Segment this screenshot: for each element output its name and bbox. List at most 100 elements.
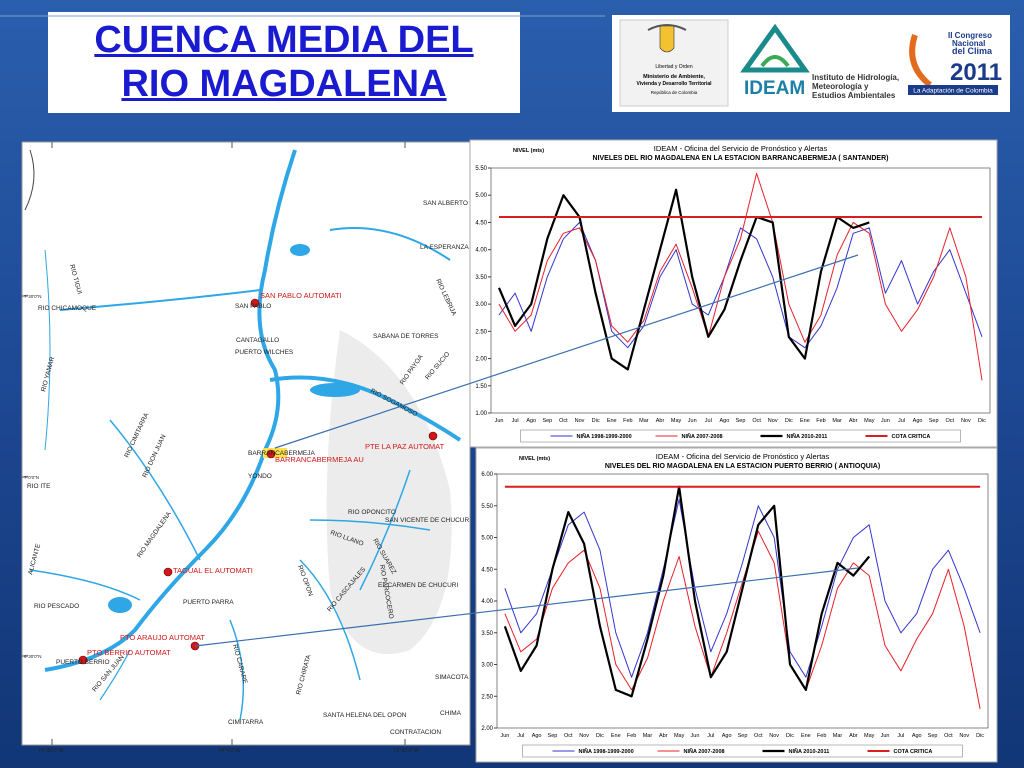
congress-band [908,85,998,95]
x-tick-label: Sep [928,733,938,739]
map-label: SAN ALBERTO [423,200,468,207]
x-tick-label: Dic [786,733,794,739]
y-tick-label: 1.50 [475,384,487,390]
x-tick-label: Jun [881,418,890,424]
plot-area [490,167,991,414]
x-tick-label: Oct [752,418,761,424]
ideam-mark [740,23,810,73]
x-tick-label: Jun [495,418,504,424]
series-line [498,172,983,381]
logo-text: Nacional [952,39,985,48]
y-tick-label: 6.00 [481,472,493,478]
map-label: SABANA DE TORRES [373,333,439,340]
y-tick-label: 1.00 [475,411,487,417]
series-line [497,188,870,371]
map-label: RIO PESCADO [34,603,79,610]
chart-panel [475,447,998,763]
y-tick-label: 2.50 [475,329,487,335]
map-label: RIO ITE [27,483,51,490]
x-tick-label: Feb [623,418,632,424]
logo-text: Instituto de Hidrología, [812,73,899,82]
x-tick-label: Dic [976,733,984,739]
x-tick-label: Dic [785,418,793,424]
logo-text: Estudios Ambientales [812,91,896,100]
x-tick-label: Jul [705,418,712,424]
logo-text: República de Colombia [651,90,698,95]
x-tick-label: Ago [722,733,732,739]
x-tick-label: Mar [639,418,649,424]
x-tick-label: Oct [564,733,573,739]
line-chart: IDEAM - Oficina del Servicio de Pronósti… [475,447,998,763]
y-tick-label: 4.50 [475,220,487,226]
y-tick-label: 4.50 [481,567,493,573]
connector [274,254,859,449]
x-tick-label: Sep [548,733,558,739]
line-chart: IDEAM - Oficina del Servicio de Pronósti… [469,139,998,448]
legend-label: COTA CRITICA [894,749,933,755]
legend-label: NIÑA 2007-2008 [684,748,725,755]
logo-text: Ministerio de Ambiente, [643,74,705,80]
title-line: RIO MAGDALENA [121,63,447,105]
logo-text: 2011 [950,59,1002,86]
map-label: YONDO [248,473,272,480]
logo-text: Meteorología y [812,82,869,91]
map-label: PUERTO PARRA [183,599,234,606]
coord-label: 6°30'0"N [24,654,42,659]
map-label: PUERTO WILCHES [235,349,294,356]
chart-title: IDEAM - Oficina del Servicio de Pronósti… [656,452,830,461]
x-tick-label: Nov [769,733,779,739]
x-tick-label: Mar [832,418,842,424]
x-tick-label: Ene [800,418,810,424]
x-tick-label: Nov [579,733,589,739]
title-line: CUENCA MEDIA DEL [94,19,474,61]
legend-box [520,429,961,443]
legend-label: NIÑA 2010-2011 [789,748,830,755]
chart-panel [469,139,998,448]
station-label: PTO ARAUJO AUTOMAT [120,633,205,642]
x-tick-label: Abr [659,733,668,739]
x-tick-label: Jun [691,733,700,739]
x-tick-label: Feb [816,418,825,424]
series-line [498,221,983,349]
x-tick-label: Jul [517,733,524,739]
x-tick-label: Oct [754,733,763,739]
logo-text: II Congreso [948,31,992,40]
x-tick-label: Sep [736,418,746,424]
x-tick-label: Nov [768,418,778,424]
x-tick-label: Abr [656,418,665,424]
x-tick-label: Oct [559,418,568,424]
x-tick-label: May [671,418,682,424]
series-line [503,485,871,698]
y-tick-label: 3.00 [475,302,487,308]
x-tick-label: Jul [897,733,904,739]
y-tick-label: 5.00 [475,193,487,199]
x-tick-label: Jun [500,733,509,739]
shield [659,25,675,53]
map-label: RIO CHICAMOQUE [38,305,97,312]
coord-label: 7°0'0"N [24,475,39,480]
x-tick-label: Dic [978,418,986,424]
charts: IDEAM - Oficina del Servicio de Pronósti… [469,139,998,763]
station-labels: SAN PABLO AUTOMATI PTE LA PAZ AUTOMAT BA… [87,291,445,657]
legend-label: COTA CRITICA [892,434,931,440]
coord-labels: 74°30'0"W 74°0'0"W 73°30'0"W 7°30'0"N 7°… [24,294,419,754]
x-tick-label: Ago [913,418,923,424]
map-label: CONTRATACION [390,729,441,736]
x-tick-label: Jun [881,733,890,739]
map: SAN ALBERTO LA ESPERANZA RIO LEBRIJA RIO… [21,141,471,754]
map-label: CIMITARRA [228,719,264,726]
x-tick-label: Jul [512,418,519,424]
logo-text: La Adaptación de Colombia [913,88,993,95]
ideam-mark [760,55,790,68]
x-tick-label: Nov [959,733,969,739]
graticule [22,142,406,745]
coord-label: 74°0'0"W [218,748,241,754]
station-label: PTE LA PAZ AUTOMAT [365,442,445,451]
y-tick-label: 5.00 [481,536,493,542]
chart-subtitle: NIVELES DEL RIO MAGDALENA EN LA ESTACION… [593,155,889,162]
x-tick-label: Ene [611,733,621,739]
coord-label: 74°30'0"W [38,748,64,754]
x-tick-label: May [864,418,875,424]
legend-label: NIÑA 1998-1999-2000 [579,748,634,755]
x-tick-label: Ene [607,418,617,424]
